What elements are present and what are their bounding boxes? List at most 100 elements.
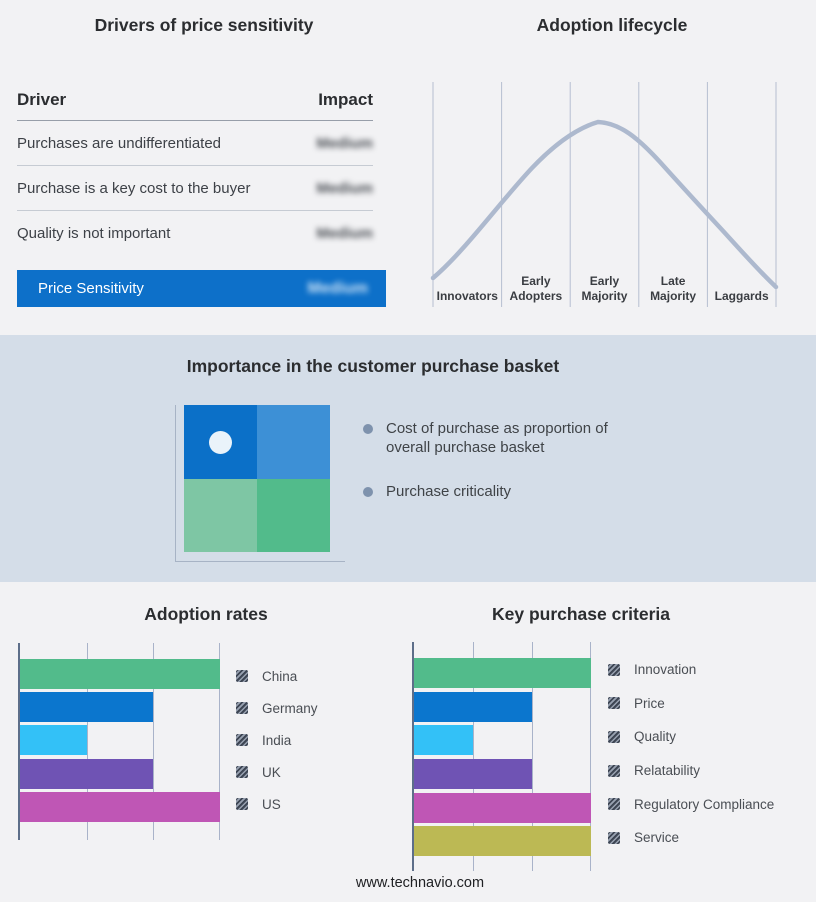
quadrant-x-axis [175,561,345,562]
quadrant-y-axis [175,405,176,562]
bar-row [414,826,591,860]
legend-swatch-hatched-icon [608,798,620,811]
bar-row [414,792,591,827]
quadrant-cell-bottom-right [257,478,330,552]
bar-row [414,691,591,726]
legend-item-regulatory-compliance: Regulatory Compliance [608,787,774,821]
key-purchase-criteria-title: Key purchase criteria [491,604,670,624]
legend-swatch-hatched-icon [236,798,248,810]
legend-swatch-hatched-icon [236,702,248,714]
legend-swatch-hatched-icon [236,670,248,682]
basket-title: Importance in the customer purchase bask… [186,356,560,376]
gridline [590,642,591,871]
impact-cell-blurred: Medium [316,225,373,242]
driver-cell: Quality is not important [17,225,171,242]
impact-cell-blurred: Medium [316,134,373,152]
bell-curve [430,119,779,290]
drivers-table: Driver Impact Purchases are undifferenti… [17,90,373,256]
table-row: Purchase is a key cost to the buyer Medi… [17,166,373,211]
key-purchase-criteria-legend: Innovation Price Quality Relatability Regula… [608,653,774,855]
stage-separator-gridlines [432,82,777,307]
legend-item-price: Price [608,687,774,721]
bar-germany [20,692,154,723]
quadrant-cell-top-right [257,405,330,479]
bullet-text: Cost of purchase as proportion of overal… [386,420,608,457]
legend-label: Innovation [634,662,697,678]
legend-item-us: US [236,788,318,820]
bar-row [20,791,220,825]
driver-cell: Purchase is a key cost to the buyer [17,179,251,197]
gridline [219,643,220,840]
legend-label: India [262,732,292,748]
legend-item-germany: Germany [236,692,318,724]
summary-impact-blurred: Medium [307,279,368,297]
legend-swatch-hatched-icon [608,663,620,676]
position-marker-dot [209,431,232,454]
bar-row [20,659,220,692]
stage-label-laggards: Laggards [714,289,769,303]
summary-label: Price Sensitivity [38,280,144,297]
legend-label: Regulatory Compliance [634,796,775,812]
bar-row [20,692,220,725]
bar-row [20,725,220,758]
bullet-text: Purchase criticality [386,483,512,501]
table-row: Quality is not important Medium [17,211,373,256]
purchase-basket-band: Importance in the customer purchase bask… [0,335,816,582]
column-header-driver: Driver [17,90,67,109]
bullet-icon [363,424,373,434]
bar-row [414,725,591,759]
stage-label-late-majority: Late Majority [650,274,697,303]
purchase-basket-quadrant [184,405,330,552]
legend-label: US [262,796,281,812]
legend-label: China [262,668,298,684]
legend-label: Relatability [634,763,701,779]
drivers-table-header: Driver Impact [17,90,373,121]
bar-quality [414,725,473,756]
stage-label-early-adopters: Early Adopters [509,274,563,303]
adoption-rates-title: Adoption rates [144,604,268,624]
legend-label: Price [634,695,665,711]
adoption-rates-plot [18,643,220,840]
key-purchase-criteria-plot [412,642,591,871]
bar-service [414,826,591,857]
quadrant-cell-bottom-left [184,478,257,552]
legend-swatch-hatched-icon [608,764,620,777]
legend-swatch-hatched-icon [608,697,620,710]
legend-label: Germany [262,700,318,716]
price-sensitivity-summary-row: Price Sensitivity Medium [17,270,386,307]
bar-innovation [414,658,591,688]
bar-india [20,725,87,756]
impact-cell-blurred: Medium [316,179,373,197]
legend-label: Quality [634,729,677,745]
stage-label-early-majority: Early Majority [581,274,628,303]
bullet-icon [363,487,373,498]
legend-label: UK [262,764,281,780]
gridline [86,643,88,840]
legend-item-china: China [236,660,318,692]
bar-row [20,758,220,792]
bar-relatability [414,759,532,790]
bar-china [20,659,220,689]
legend-item-uk: UK [236,756,318,788]
list-item: Purchase criticality [363,482,643,501]
legend-label: Service [634,830,680,846]
gridline [153,643,155,840]
legend-swatch-hatched-icon [236,766,248,778]
bar-regulatory-compliance [414,792,591,823]
drivers-title: Drivers of price sensitivity [94,15,314,35]
column-header-impact: Impact [318,90,373,109]
legend-swatch-hatched-icon [608,831,620,844]
driver-cell: Purchases are undifferentiated [17,134,222,152]
basket-bullet-list: Cost of purchase as proportion of overal… [363,419,643,501]
adoption-lifecycle-chart [430,82,779,307]
list-item: Cost of purchase as proportion of overal… [363,419,643,457]
gridline [531,642,533,871]
bottom-charts-section: Adoption rates Key purchase criteria Chi… [0,582,816,902]
gridline [472,642,474,871]
lifecycle-stage-labels: Innovators Early Adopters Early Majority… [424,242,786,306]
bar-row [414,658,591,692]
website-url: www.technavio.com [355,875,485,891]
bar-row [414,759,591,793]
legend-item-quality: Quality [608,720,774,754]
